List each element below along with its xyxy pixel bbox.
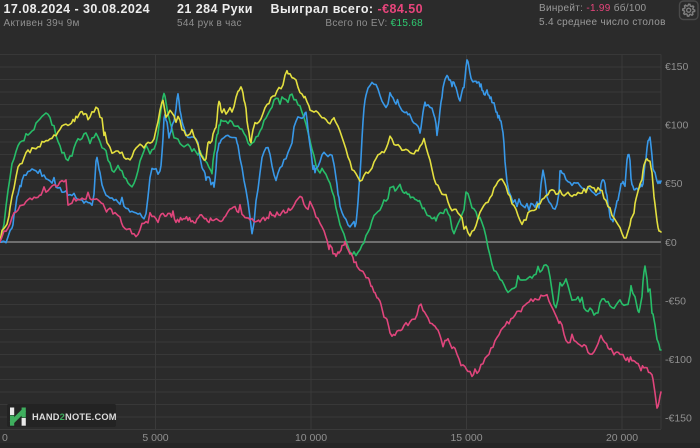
svg-text:€100: €100 [665, 120, 689, 132]
svg-text:€150: €150 [665, 61, 689, 73]
svg-text:€50: €50 [665, 178, 683, 190]
svg-text:-€150: -€150 [665, 413, 692, 425]
svg-text:20 000: 20 000 [606, 432, 638, 444]
svg-text:0: 0 [2, 432, 8, 444]
svg-text:HAND2NOTE.COM: HAND2NOTE.COM [32, 412, 117, 422]
svg-text:-€50: -€50 [665, 296, 686, 308]
svg-text:€0: €0 [665, 237, 677, 249]
svg-text:5 000: 5 000 [142, 432, 168, 444]
svg-text:10 000: 10 000 [295, 432, 327, 444]
svg-text:15 000: 15 000 [450, 432, 482, 444]
svg-text:-€100: -€100 [665, 354, 692, 366]
